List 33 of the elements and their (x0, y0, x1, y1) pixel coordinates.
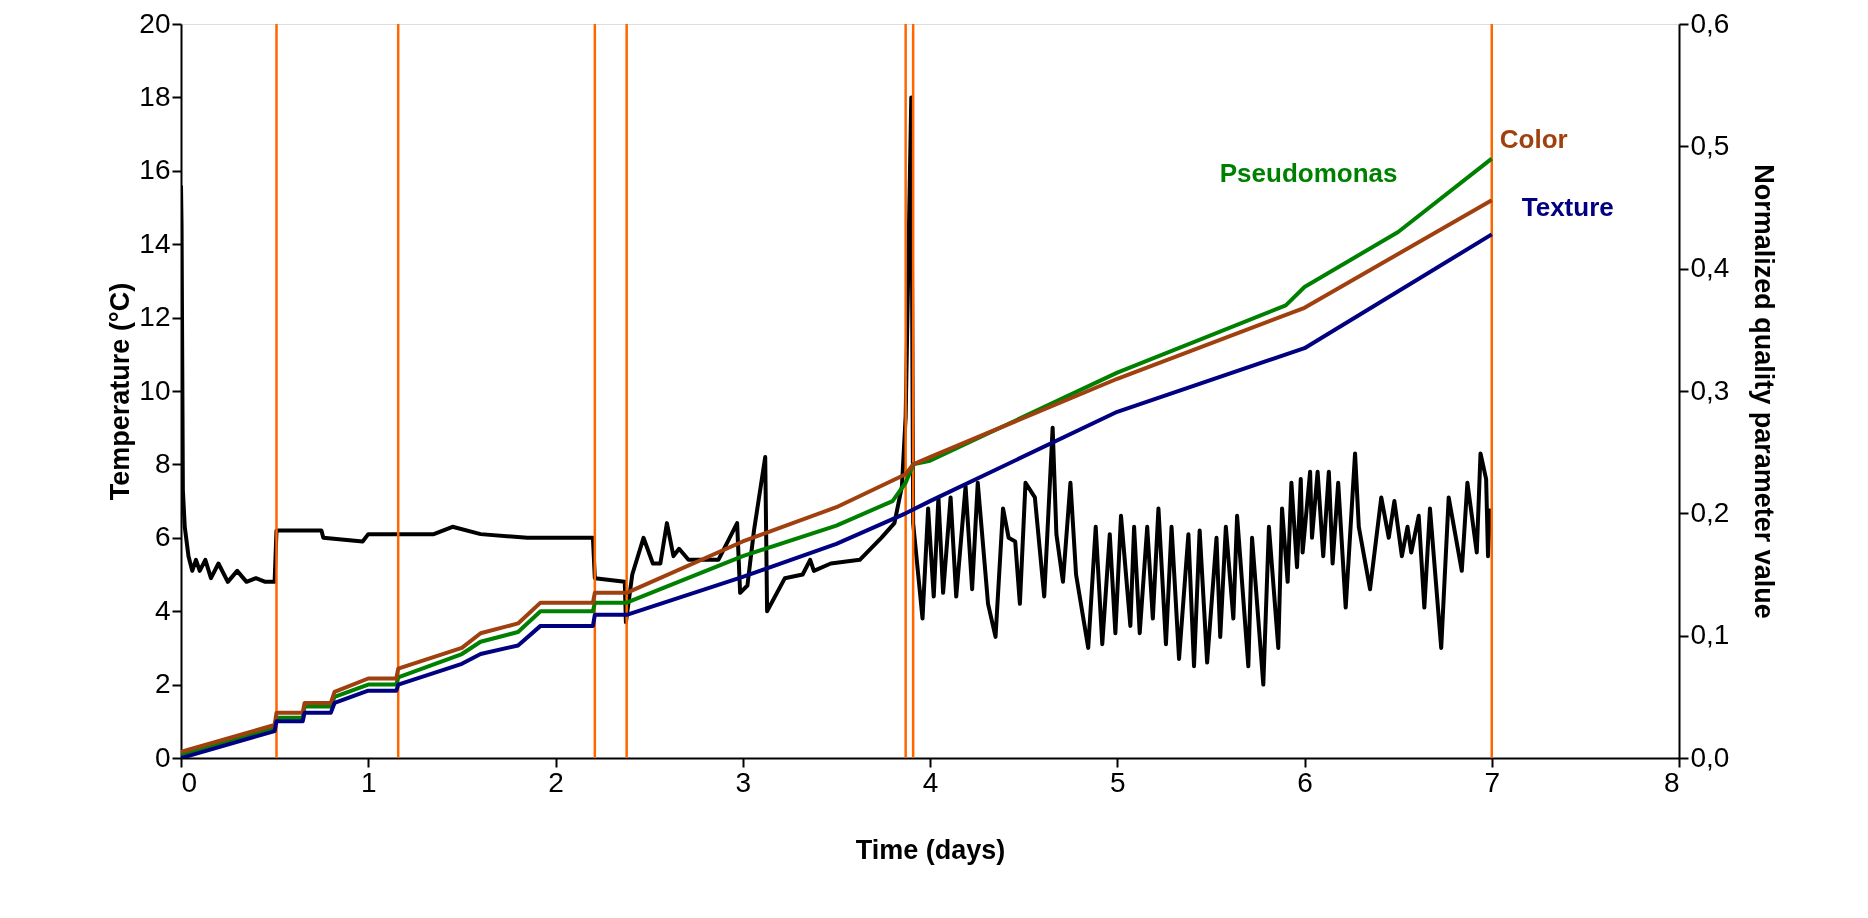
y-tick-label: 8 (154, 447, 171, 479)
y-axis-title: Temperature (°C) (105, 282, 136, 501)
x-tick-label: 8 (1663, 766, 1680, 798)
series-label: Texture (1521, 192, 1614, 223)
series-label: Pseudomonas (1219, 157, 1398, 188)
y-tick-label: 16 (139, 154, 171, 186)
x-axis-title: Time (days) (855, 834, 1006, 865)
y2-tick-label: 0,1 (1690, 619, 1730, 651)
x-tick-label: 4 (922, 766, 939, 798)
y-tick-label: 0 (154, 741, 171, 773)
y2-tick-label: 0,0 (1690, 741, 1730, 773)
x-tick-label: 6 (1297, 766, 1313, 798)
series-label: Color (1499, 124, 1568, 155)
y-tick-label: 14 (139, 227, 171, 259)
y2-tick-label: 0,6 (1690, 7, 1730, 39)
y2-tick-label: 0,4 (1690, 252, 1730, 284)
x-tick-label: 7 (1484, 766, 1501, 798)
y2-axis-title: Normalized quality parameter value (1749, 164, 1780, 619)
x-tick-label: 1 (360, 766, 377, 798)
y-tick-label: 18 (139, 80, 171, 112)
x-tick-label: 2 (548, 766, 564, 798)
y-tick-label: 4 (154, 594, 171, 626)
y2-tick-label: 0,3 (1690, 374, 1730, 406)
y-tick-label: 2 (154, 668, 171, 700)
y2-tick-label: 0,5 (1690, 129, 1730, 161)
y-tick-label: 12 (139, 301, 171, 333)
x-tick-label: 0 (181, 766, 198, 798)
x-tick-label: 5 (1109, 766, 1126, 798)
y-tick-label: 6 (154, 521, 171, 553)
y-tick-label: 20 (139, 7, 171, 39)
x-tick-label: 3 (735, 766, 752, 798)
y2-tick-label: 0,2 (1690, 496, 1730, 528)
y-tick-label: 10 (139, 374, 171, 406)
